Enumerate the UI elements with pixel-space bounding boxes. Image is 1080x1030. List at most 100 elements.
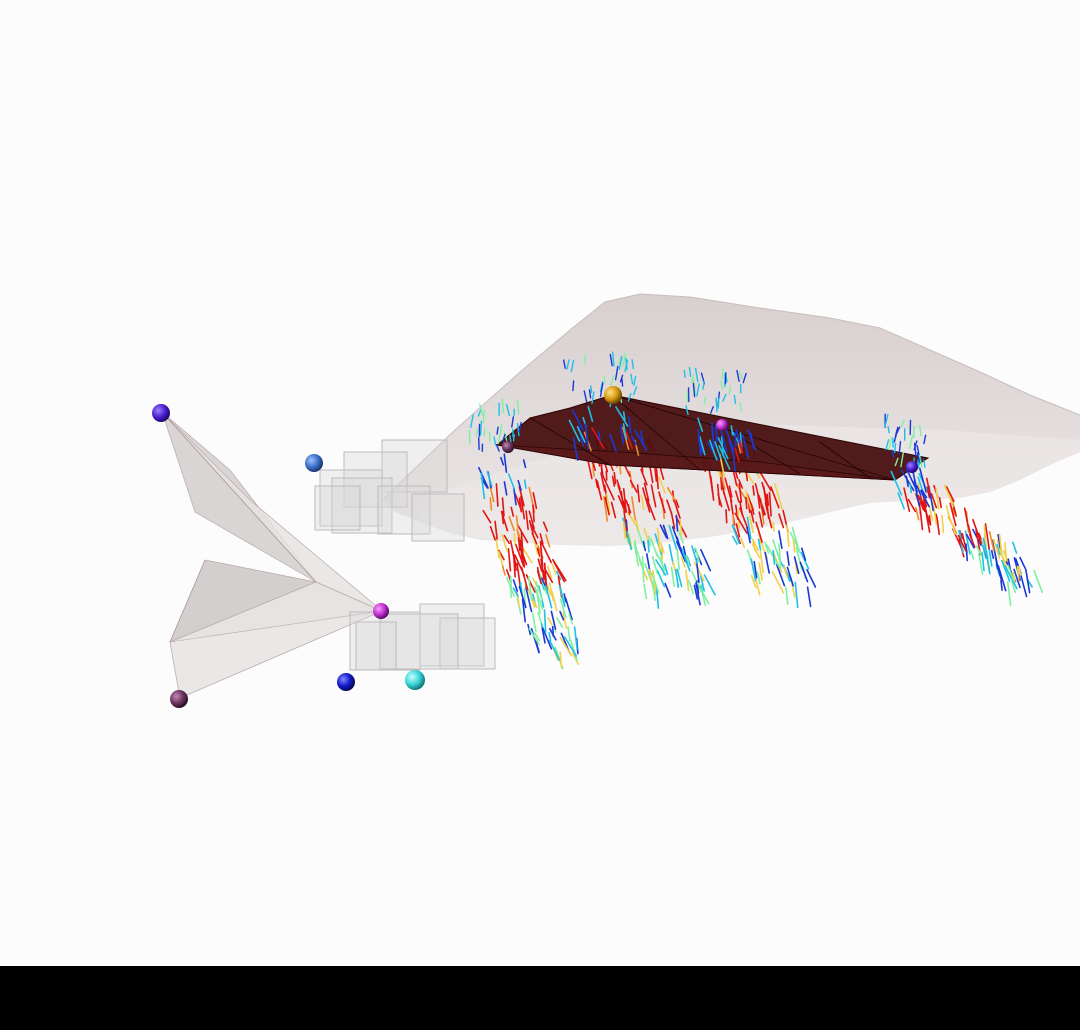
streamline-segment: [595, 478, 599, 489]
streamline-segment: [792, 538, 796, 553]
streamline-segment: [622, 352, 627, 366]
streamline-segment: [696, 383, 700, 397]
streamline-segment: [622, 423, 628, 441]
streamline-segment: [778, 513, 785, 529]
streamline-segment: [750, 558, 757, 582]
streamline-segment: [520, 495, 526, 520]
streamline-segment: [505, 403, 510, 416]
streamline-segment: [888, 436, 893, 451]
streamline-segment: [551, 558, 567, 582]
streamline-segment: [568, 613, 573, 625]
streamline-segment: [501, 497, 505, 517]
streamline-segment: [909, 482, 913, 494]
streamline-segment: [1033, 569, 1043, 594]
streamline-segment: [519, 539, 523, 564]
streamline-segment: [539, 541, 544, 568]
streamline-segment: [772, 539, 780, 559]
streamline-segment: [610, 375, 615, 386]
streamline-segment: [531, 532, 538, 545]
streamline-segment: [534, 632, 541, 642]
streamline-segment: [806, 568, 817, 588]
streamline-segment: [536, 570, 543, 585]
streamline-segment: [978, 552, 984, 575]
marker-violet-small[interactable]: [906, 461, 918, 473]
marker-amber[interactable]: [604, 386, 622, 404]
marker-steel-blue[interactable]: [305, 454, 323, 472]
streamline-segment: [953, 506, 958, 517]
streamline-segment: [731, 445, 736, 472]
streamline-segment: [724, 427, 734, 449]
streamline-segment: [511, 416, 514, 428]
streamline-segment: [503, 431, 508, 441]
streamline-segment: [982, 545, 987, 555]
streamline-segment: [759, 472, 772, 492]
streamline-segment: [928, 505, 934, 522]
streamline-segment: [759, 550, 765, 574]
streamline-segment: [746, 526, 752, 544]
streamline-segment: [656, 569, 666, 588]
streamline-segment: [521, 598, 527, 623]
streamline-segment: [537, 558, 543, 572]
streamline-segment: [885, 439, 890, 451]
marker-plum[interactable]: [170, 690, 188, 708]
streamline-segment: [685, 405, 689, 416]
streamline-segment: [926, 486, 931, 499]
streamline-segment: [572, 380, 575, 392]
streamline-segment: [493, 436, 497, 446]
streamline-segment: [551, 563, 557, 575]
streamline-segment: [697, 417, 704, 432]
streamline-segment: [639, 430, 645, 447]
streamline-segment: [625, 499, 632, 514]
streamline-segment: [494, 536, 500, 559]
streamline-segment: [568, 419, 581, 442]
marker-magenta-small[interactable]: [716, 419, 728, 431]
streamline-segment: [628, 470, 634, 489]
streamline-segment: [655, 559, 667, 576]
streamline-segment: [540, 558, 545, 580]
streamline-segment: [546, 565, 553, 579]
streamline-segment: [605, 493, 611, 514]
streamline-segment: [600, 472, 606, 492]
marker-magenta[interactable]: [373, 603, 389, 619]
streamline-segment: [898, 440, 902, 454]
streamline-segment: [628, 533, 633, 550]
streamline-segment: [513, 532, 516, 545]
streamline-segment: [630, 373, 634, 385]
streamline-segment: [516, 422, 520, 437]
streamline-segment: [562, 611, 568, 629]
streamline-segment: [721, 368, 724, 380]
marker-plum-small[interactable]: [502, 441, 514, 453]
streamline-segment: [548, 631, 552, 642]
streamline-segment: [697, 429, 702, 457]
streamline-segment: [621, 501, 628, 513]
streamline-segment: [734, 490, 740, 503]
streamline-segment: [793, 556, 800, 575]
streamline-segment: [755, 521, 763, 543]
streamline-segment: [1011, 541, 1018, 554]
streamline-segment: [543, 609, 547, 634]
streamline-segment: [641, 555, 645, 583]
marker-violet[interactable]: [152, 404, 170, 422]
marker-cyan[interactable]: [405, 670, 425, 690]
streamline-segment: [925, 477, 931, 495]
streamline-segment: [631, 496, 637, 521]
streamline-segment: [945, 485, 955, 503]
streamline-segment: [541, 627, 546, 644]
streamline-segment: [739, 500, 744, 517]
streamline-segment: [622, 487, 627, 512]
streamline-segment: [916, 445, 920, 455]
marker-blue[interactable]: [337, 673, 355, 691]
streamline-segment: [759, 497, 765, 517]
streamline-segment: [521, 551, 526, 568]
streamline-segment: [515, 515, 519, 530]
streamline-segment: [479, 403, 484, 416]
streamline-segment: [1016, 565, 1020, 580]
streamline-segment: [905, 475, 909, 488]
streamline-segment: [699, 444, 704, 454]
streamline-segment: [982, 537, 989, 560]
streamline-segment: [920, 489, 930, 508]
3d-viewport[interactable]: [0, 0, 1080, 966]
streamline-segment: [965, 543, 969, 562]
streamline-segment: [920, 489, 928, 499]
streamline-segment: [731, 535, 738, 545]
